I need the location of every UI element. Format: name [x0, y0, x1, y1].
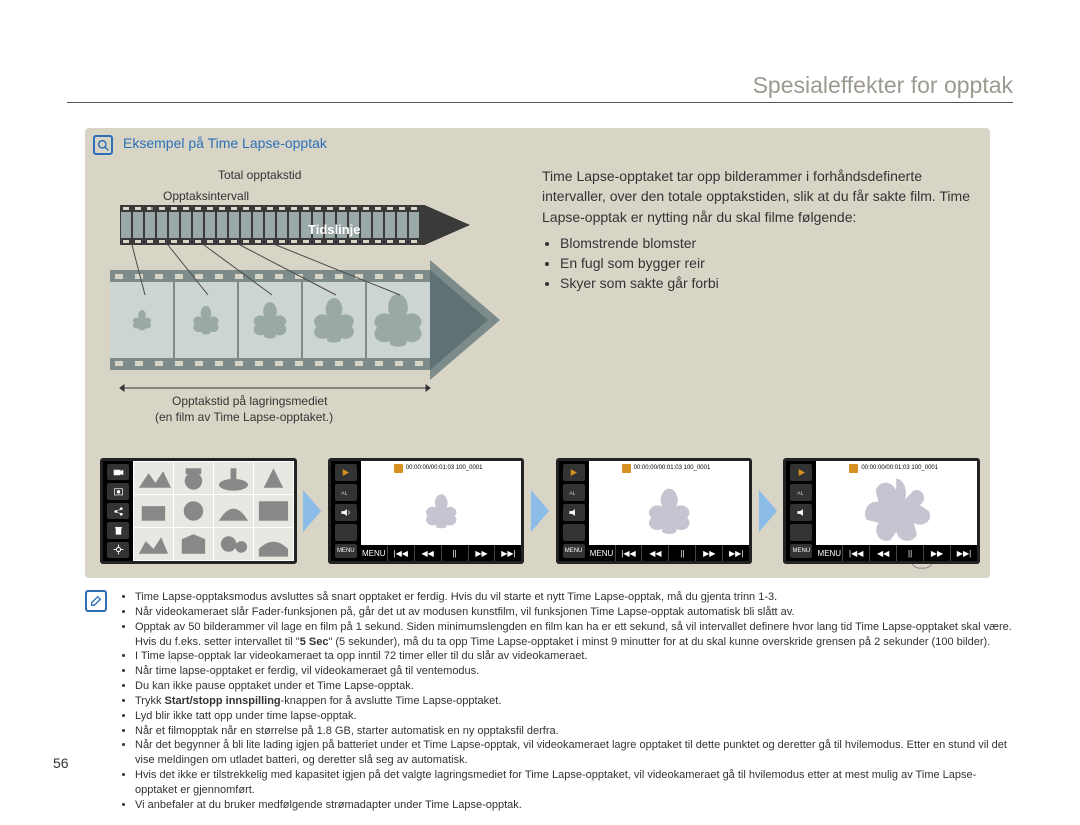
- note-item: Når det begynner å bli lite lading igjen…: [135, 738, 1013, 768]
- chevron-icon: [303, 489, 322, 534]
- note-item: Opptak av 50 bilderammer vil lage en fil…: [135, 620, 1013, 650]
- thumb-sidebar: [103, 461, 133, 561]
- note-item: I Time lapse-opptak lar videokameraet ta…: [135, 649, 1013, 664]
- label-timeline: Tidslinje: [308, 222, 361, 237]
- note-item: Lyd blir ikke tatt opp under time lapse-…: [135, 709, 1013, 724]
- svg-text:AL: AL: [342, 491, 348, 497]
- aspect-icon: AL: [335, 484, 357, 501]
- playback-screen: AL MENU 00:00:00/00:01:03 100_0001 MENU|…: [783, 458, 980, 564]
- menu-button: MENU: [335, 544, 357, 558]
- play-badge-icon: [335, 464, 357, 481]
- note-item: Trykk Start/stopp innspilling-knappen fo…: [135, 694, 1013, 709]
- video-mode-icon: [107, 464, 129, 480]
- label-storage-time: Opptakstid på lagringsmediet: [172, 394, 327, 408]
- chevron-icon: [758, 489, 777, 534]
- playback-screen: AL MENU 00:00:00/00:01:03 100_0001 MENU|…: [556, 458, 753, 564]
- description-item: Blomstrende blomster: [560, 233, 982, 253]
- page-title: Spesialeffekter for opptak: [753, 72, 1013, 99]
- chevron-icon: [530, 489, 549, 534]
- example-title: Eksempel på Time Lapse-opptak: [123, 135, 327, 151]
- label-storage-sub: (en film av Time Lapse-opptaket.): [155, 410, 333, 424]
- svg-text:AL: AL: [569, 491, 575, 497]
- notes-list: Time Lapse-opptaksmodus avsluttes så sna…: [120, 590, 1013, 813]
- svg-text:AL: AL: [797, 491, 803, 497]
- label-total-time: Total opptakstid: [218, 168, 301, 182]
- timeline-arrow-small: [120, 205, 470, 245]
- note-item: Du kan ikke pause opptaket under et Time…: [135, 679, 1013, 694]
- note-item: Når et filmopptak når en størrelse på 1.…: [135, 724, 1013, 739]
- note-item: Vi anbefaler at du bruker medfølgende st…: [135, 798, 1013, 813]
- playback-screen: AL MENU 00:00:00/00:01:03 100_0001 MENU|…: [328, 458, 525, 564]
- thumbnail-grid: [133, 461, 294, 561]
- share-icon: [107, 503, 129, 519]
- trash-icon: [107, 522, 129, 538]
- title-rule: [67, 102, 1013, 103]
- magnifier-icon: [93, 135, 113, 155]
- note-item: Når time lapse-opptaket er ferdig, vil v…: [135, 664, 1013, 679]
- description-item: Skyer som sakte går forbi: [560, 273, 982, 293]
- note-pencil-icon: [85, 590, 107, 612]
- note-item: Time Lapse-opptaksmodus avsluttes så sna…: [135, 590, 1013, 605]
- label-interval: Opptaksintervall: [163, 189, 249, 203]
- timeline-arrow-big: [110, 260, 500, 380]
- page-number: 56: [53, 755, 69, 771]
- volume-icon: [335, 504, 357, 521]
- playback-screens-row: AL MENU 00:00:00/00:01:03 100_0001 MENU|…: [100, 458, 980, 564]
- description-text: Time Lapse-opptaket tar opp bilderammer …: [542, 166, 982, 294]
- description-intro: Time Lapse-opptaket tar opp bilderammer …: [542, 166, 982, 227]
- description-item: En fugl som bygger reir: [560, 253, 982, 273]
- settings-icon: [107, 542, 129, 558]
- thumbnail-screen: [100, 458, 297, 564]
- note-item: Når videokameraet slår Fader-funksjonen …: [135, 605, 1013, 620]
- note-item: Hvis det ikke er tilstrekkelig med kapas…: [135, 768, 1013, 798]
- photo-mode-icon: [107, 483, 129, 499]
